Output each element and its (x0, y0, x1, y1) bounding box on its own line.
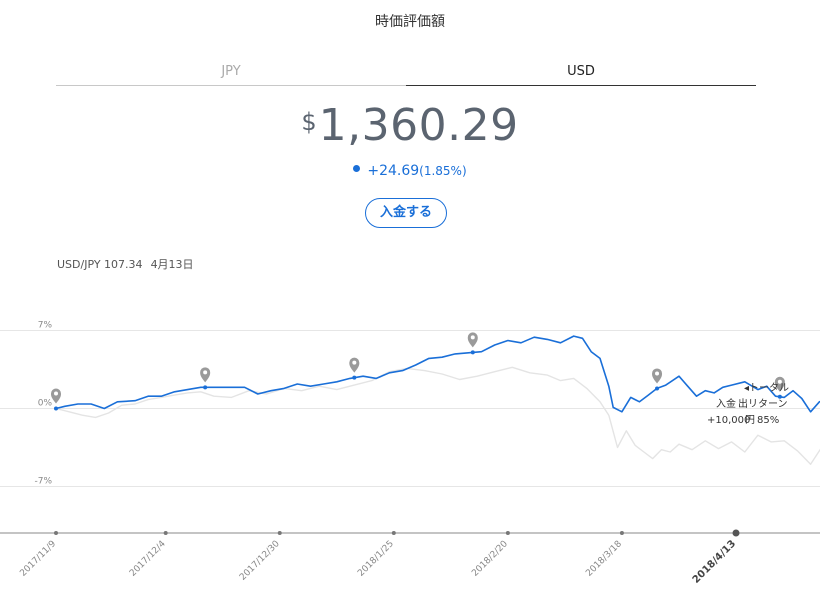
x-tick-label: 2017/11/9 (18, 539, 58, 579)
x-tick-label: 2018/3/18 (584, 539, 624, 579)
change-percent: (1.85%) (419, 164, 467, 178)
change-dot-icon (353, 165, 361, 172)
deposit-button[interactable]: 入金する (365, 198, 447, 228)
data-point (203, 385, 208, 390)
chart-markers (51, 332, 785, 411)
y-tick-label: 0% (38, 399, 53, 409)
page-title: 時価評価額 (375, 14, 445, 30)
fx-rate: USD/JPY 107.34 4月13日 (57, 256, 194, 272)
x-tick-label: 2017/12/4 (128, 539, 168, 579)
annotation-yen-symbol: 円 (745, 415, 755, 426)
pin-hole (777, 379, 782, 384)
pin-hole (470, 335, 475, 340)
data-point (352, 375, 357, 380)
y-tick-label: 7% (38, 321, 53, 331)
pin-shape (200, 367, 211, 383)
annotation-deposit-value: +10,000 (707, 415, 750, 426)
currency-symbol: $ (301, 108, 317, 136)
chart-grid: 7% 0% -7% (0, 321, 820, 487)
x-tick-label: 2018/2/20 (470, 539, 510, 579)
series-benchmark (55, 366, 820, 465)
change-amount: +24.69 (367, 163, 420, 179)
pin-shape (774, 376, 785, 392)
chart-annotation: ◂トータル 入金 出リターン +10,000 円 85% (707, 382, 789, 426)
map-pin-icon (349, 357, 360, 373)
x-tick-dot (54, 531, 58, 535)
annotation-return-value: 85% (757, 415, 779, 426)
fx-pair-rate: USD/JPY 107.34 (57, 258, 143, 271)
pin-hole (203, 370, 208, 375)
pin-hole (352, 360, 357, 365)
valuation-amount: $1,360.29 (0, 100, 820, 151)
annotation-deposit-label: 入金 (716, 397, 736, 410)
valuation-value: 1,360.29 (318, 100, 519, 151)
x-tick-label: 2018/4/13 (691, 538, 738, 585)
x-tick-dot (163, 531, 168, 535)
x-tick-dot (277, 531, 282, 535)
data-point (777, 394, 782, 399)
x-tick-dot (391, 531, 396, 535)
map-pin-icon (200, 367, 211, 383)
x-tick-dot (505, 531, 510, 535)
x-tick-label: 2017/12/30 (238, 539, 282, 583)
data-point (655, 386, 660, 391)
map-pin-icon (51, 388, 61, 404)
pin-shape (467, 332, 478, 348)
x-tick-label: 2018/1/25 (356, 539, 396, 579)
chart-x-axis: 2017/11/9 2017/12/4 2017/12/30 2018/1/25 201… (0, 529, 820, 586)
map-pin-icon (467, 332, 478, 348)
pin-hole (655, 371, 660, 376)
x-tick-dot (619, 531, 624, 535)
series-portfolio (55, 335, 820, 413)
valuation-change: +24.69(1.85%) (0, 163, 820, 179)
fx-date: 4月13日 (150, 258, 194, 271)
pin-shape (349, 357, 360, 373)
x-tick-dot (732, 529, 740, 537)
tab-jpy[interactable]: JPY (56, 62, 406, 86)
map-pin-icon (774, 376, 785, 392)
annotation-total-label: ◂トータル (744, 382, 789, 394)
pin-hole (54, 391, 58, 396)
data-point (470, 350, 475, 355)
chart-series (55, 335, 820, 465)
map-pin-icon (652, 368, 663, 384)
pin-shape (652, 368, 663, 384)
pin-shape (51, 388, 61, 404)
tab-usd[interactable]: USD (406, 62, 756, 86)
annotation-return-label: 出リターン (738, 397, 788, 410)
data-point (54, 406, 58, 411)
y-tick-label: -7% (34, 477, 52, 487)
currency-tabs: JPY USD (56, 62, 756, 86)
